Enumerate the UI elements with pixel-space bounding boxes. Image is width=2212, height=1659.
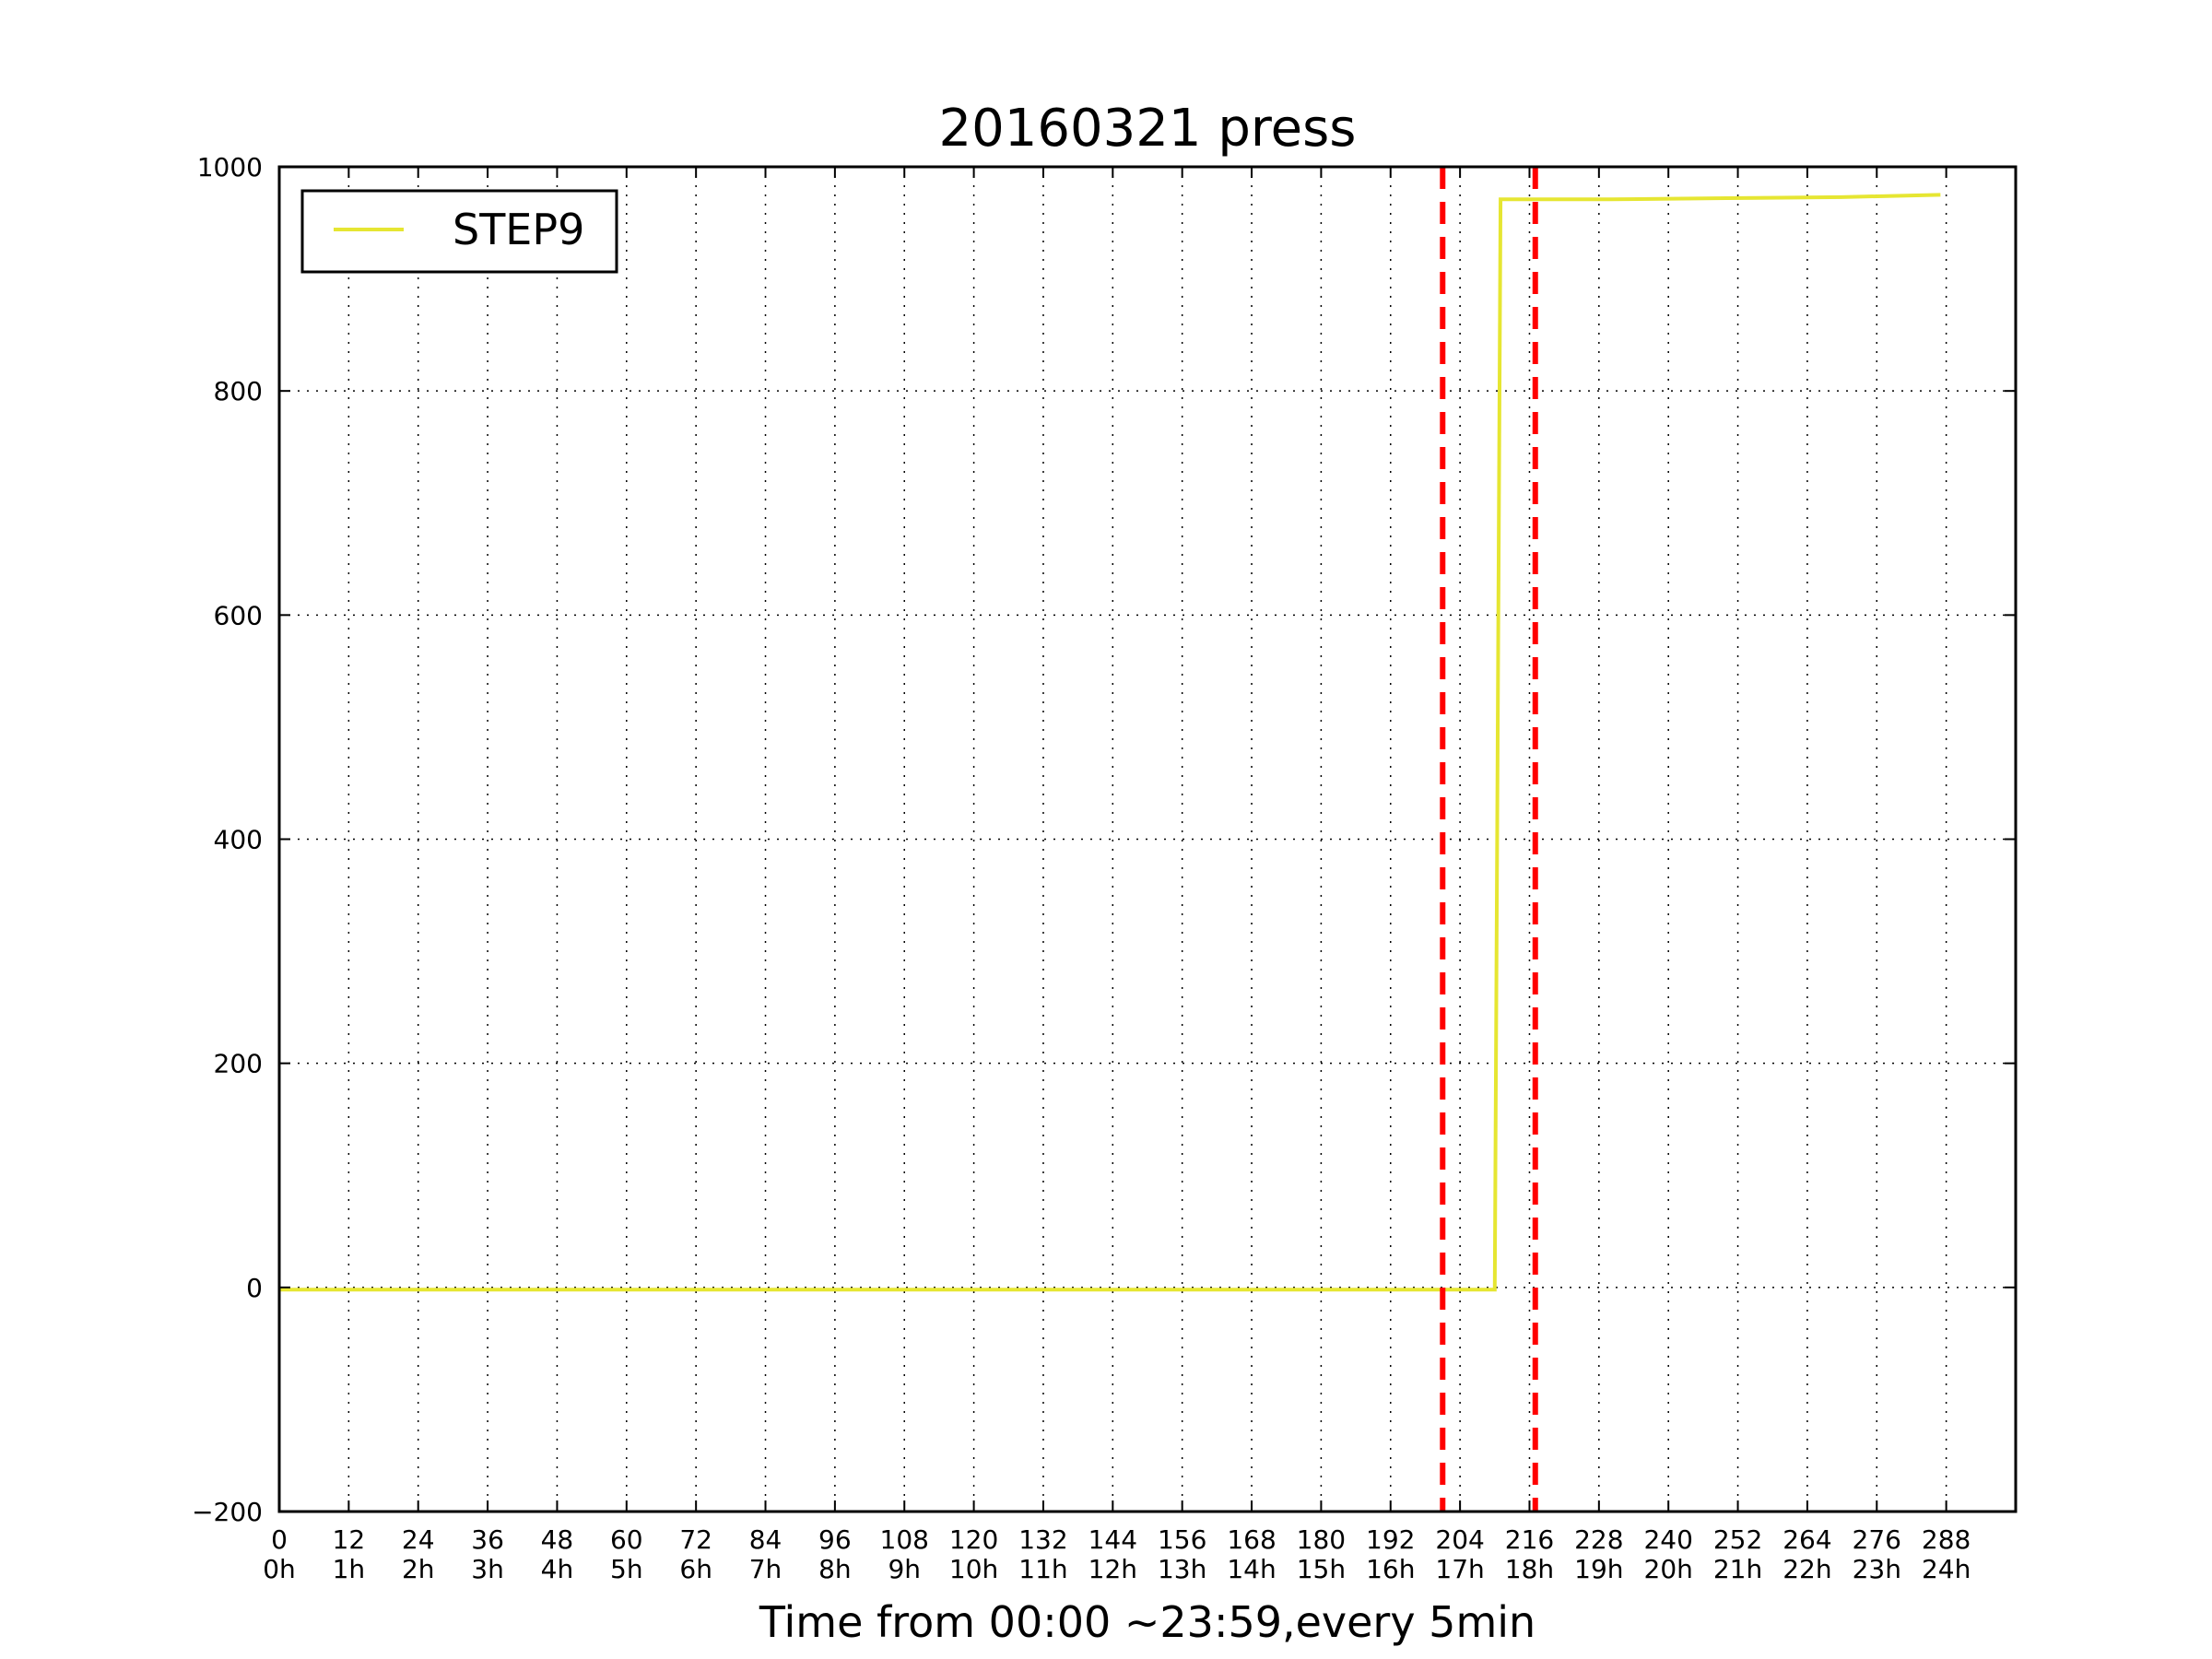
- x-tick-hour-label: 16h: [1366, 1554, 1415, 1584]
- x-tick-hour-label: 2h: [402, 1554, 435, 1584]
- x-tick-hour-label: 6h: [679, 1554, 712, 1584]
- x-tick-hour-label: 18h: [1505, 1554, 1554, 1584]
- x-tick-label: 120: [949, 1524, 998, 1555]
- x-tick-label: 240: [1643, 1524, 1692, 1555]
- x-tick-label: 144: [1088, 1524, 1137, 1555]
- x-tick-label: 180: [1297, 1524, 1346, 1555]
- x-tick-label: 264: [1783, 1524, 1831, 1555]
- x-tick-label: 12: [333, 1524, 366, 1555]
- x-tick-hour-label: 13h: [1158, 1554, 1206, 1584]
- x-tick-label: 0: [271, 1524, 288, 1555]
- series-line-step9: [279, 193, 1941, 1292]
- x-axis-label: Time from 00:00 ~23:59,every 5min: [759, 1597, 1535, 1647]
- y-tick-label: 0: [246, 1273, 263, 1303]
- x-tick-label: 72: [679, 1524, 712, 1555]
- x-tick-label: 108: [880, 1524, 929, 1555]
- y-tick-label: 1000: [197, 152, 263, 182]
- x-tick-label: 228: [1574, 1524, 1623, 1555]
- x-tick-label: 156: [1158, 1524, 1206, 1555]
- x-tick-hour-label: 23h: [1853, 1554, 1901, 1584]
- x-tick-hour-label: 21h: [1713, 1554, 1762, 1584]
- x-tick-hour-label: 10h: [949, 1554, 998, 1584]
- x-tick-label: 36: [471, 1524, 504, 1555]
- x-tick-hour-label: 0h: [263, 1554, 296, 1584]
- legend-label-step9: STEP9: [453, 205, 584, 254]
- y-tick-label: 800: [214, 376, 263, 406]
- x-tick-label: 48: [541, 1524, 574, 1555]
- x-tick-hour-label: 19h: [1574, 1554, 1623, 1584]
- x-tick-label: 192: [1366, 1524, 1415, 1555]
- x-tick-label: 276: [1853, 1524, 1901, 1555]
- y-tick-label: 200: [214, 1049, 263, 1079]
- x-tick-label: 252: [1713, 1524, 1762, 1555]
- chart-title: 20160321 press: [939, 99, 1357, 159]
- x-tick-hour-label: 22h: [1783, 1554, 1831, 1584]
- x-tick-hour-label: 7h: [749, 1554, 782, 1584]
- y-tick-label: 600: [214, 600, 263, 630]
- x-tick-label: 204: [1435, 1524, 1484, 1555]
- y-axis: −200 0 200 400 600 800 1000: [192, 152, 2016, 1527]
- x-tick-hour-label: 1h: [333, 1554, 366, 1584]
- vertical-markers: [1440, 167, 1538, 1512]
- x-tick-hour-label: 15h: [1297, 1554, 1346, 1584]
- series-group: [279, 193, 1941, 1292]
- x-tick-label: 84: [749, 1524, 782, 1555]
- x-tick-hour-label: 11h: [1018, 1554, 1067, 1584]
- x-tick-hour-label: 24h: [1922, 1554, 1971, 1584]
- x-tick-label: 288: [1922, 1524, 1971, 1555]
- x-tick-hour-label: 4h: [541, 1554, 574, 1584]
- x-tick-hour-label: 20h: [1644, 1554, 1693, 1584]
- x-tick-hour-label: 12h: [1088, 1554, 1137, 1584]
- x-tick-hour-label: 17h: [1435, 1554, 1484, 1584]
- x-tick-label: 24: [402, 1524, 435, 1555]
- x-tick-hour-label: 9h: [888, 1554, 921, 1584]
- x-tick-label: 216: [1505, 1524, 1554, 1555]
- x-tick-label: 132: [1018, 1524, 1067, 1555]
- legend: STEP9: [300, 189, 618, 274]
- y-tick-label: −200: [192, 1497, 263, 1527]
- x-tick-label: 168: [1227, 1524, 1276, 1555]
- x-tick-label: 60: [610, 1524, 643, 1555]
- x-tick-hour-label: 5h: [610, 1554, 643, 1584]
- x-tick-hour-label: 14h: [1227, 1554, 1276, 1584]
- x-tick-hour-label: 8h: [818, 1554, 852, 1584]
- x-tick-label: 96: [818, 1524, 852, 1555]
- y-tick-label: 400: [214, 825, 263, 855]
- x-tick-hour-label: 3h: [471, 1554, 504, 1584]
